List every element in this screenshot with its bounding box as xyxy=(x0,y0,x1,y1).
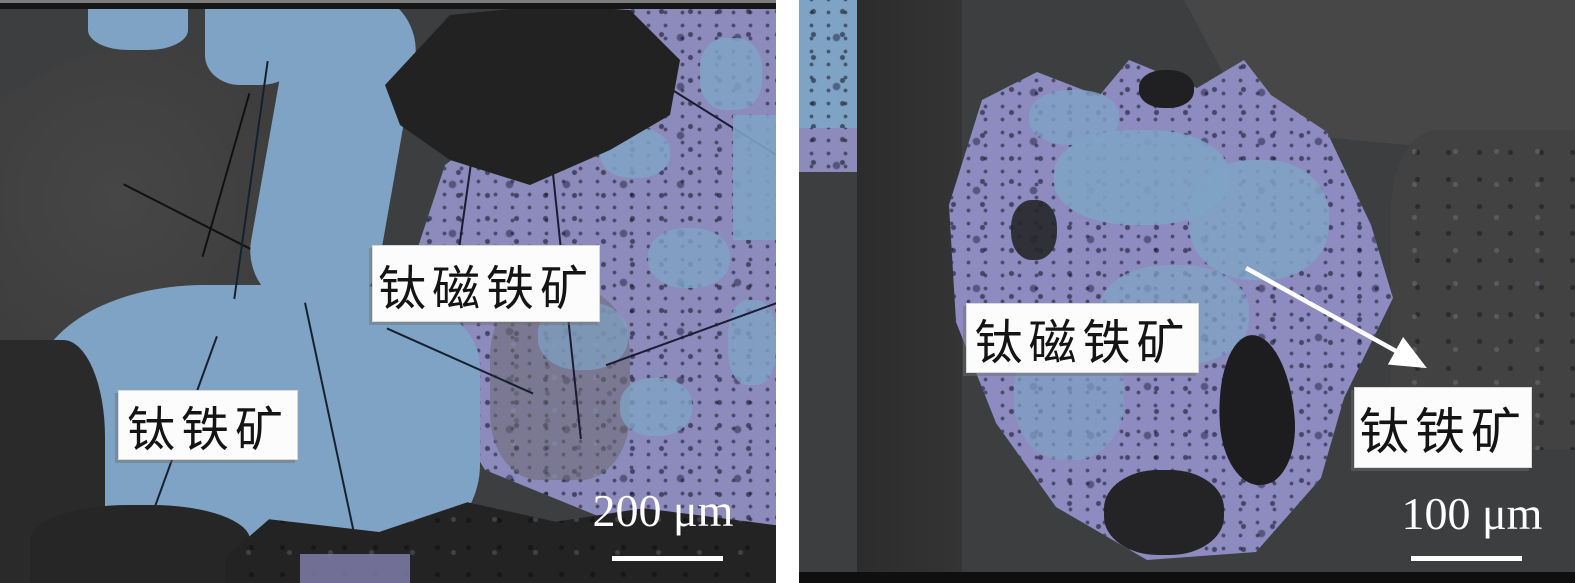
micrograph-panel-left: 钛磁铁矿 钛铁矿 200 μm xyxy=(0,0,776,583)
bottom-edge-dark xyxy=(799,572,1575,583)
label-ilmenite-text: 钛铁矿 xyxy=(126,404,289,457)
scale-bar-line xyxy=(1411,556,1522,561)
top-edge-dark xyxy=(0,3,776,9)
purple-edge-strip xyxy=(799,128,857,172)
label-ilmenite: 钛铁矿 xyxy=(1354,387,1532,468)
label-titanomagnetite: 钛磁铁矿 xyxy=(966,303,1199,373)
label-titanomagnetite: 钛磁铁矿 xyxy=(372,245,600,322)
blue-fleck xyxy=(1029,90,1119,145)
label-titanomagnetite-text: 钛磁铁矿 xyxy=(974,317,1191,370)
ilmenite-edge-strip xyxy=(733,115,776,240)
blue-fleck xyxy=(648,228,730,288)
label-ilmenite: 钛铁矿 xyxy=(118,390,298,460)
blue-fleck xyxy=(620,378,692,436)
label-ilmenite-text: 钛铁矿 xyxy=(1359,403,1527,460)
label-titanomagnetite-text: 钛磁铁矿 xyxy=(377,262,594,316)
dark-inclusion xyxy=(1139,70,1194,108)
top-edge-light xyxy=(0,0,776,3)
scale-bar-label: 100 μm xyxy=(1401,488,1543,539)
blue-fleck xyxy=(728,300,776,385)
blue-fleck xyxy=(700,38,762,110)
purple-sliver-bottom xyxy=(300,554,410,583)
ilmenite-patch-top xyxy=(205,0,305,85)
dark-inclusion xyxy=(1011,200,1057,260)
dark-band xyxy=(857,0,962,583)
ilmenite-edge-strip xyxy=(799,0,857,128)
dark-inclusion xyxy=(1104,470,1224,555)
dark-grain xyxy=(30,505,250,583)
scale-bar-label: 200 μm xyxy=(592,485,734,536)
micrograph-panel-right: 钛磁铁矿 钛铁矿 100 μm xyxy=(799,0,1575,583)
scale-bar-line xyxy=(612,556,723,561)
blue-fleck xyxy=(1189,160,1329,280)
